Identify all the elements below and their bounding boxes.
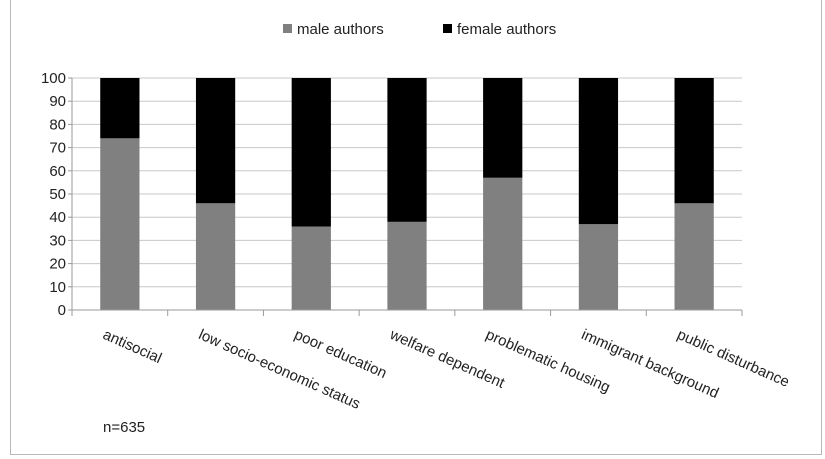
y-tick-label: 100 (41, 70, 66, 87)
bar-female-authors (100, 78, 140, 139)
x-category-labels: antisocial low socio-economic statuspoor … (100, 326, 792, 413)
y-tick-label: 10 (49, 279, 66, 296)
bar-female-authors (578, 78, 619, 225)
legend-swatch (283, 24, 292, 33)
y-tick-label: 70 (49, 140, 66, 157)
bar-male-authors (100, 138, 140, 310)
y-tick-label: 50 (49, 186, 66, 203)
axes (68, 77, 743, 316)
y-tick-label: 60 (49, 163, 66, 180)
y-tick-label: 30 (49, 232, 66, 249)
bar-female-authors (291, 78, 331, 227)
bar-male-authors (483, 177, 523, 310)
y-tick-labels: 0 10 20 30 40 50 60 70 80 90 100 (41, 70, 66, 319)
bars (100, 78, 714, 310)
sample-size-note: n=635 (103, 419, 145, 436)
legend-swatch (443, 24, 452, 33)
bar-female-authors (387, 78, 427, 222)
bar-female-authors (195, 78, 236, 204)
y-tick-label: 80 (49, 116, 66, 133)
bar-male-authors (291, 226, 331, 310)
bar-male-authors (578, 224, 619, 310)
legend: male authors female authors (283, 21, 556, 38)
y-tick-label: 40 (49, 209, 66, 226)
y-tick-label: 90 (49, 93, 66, 110)
bar-female-authors (483, 78, 523, 178)
bar-female-authors (674, 78, 714, 204)
y-tick-label: 20 (49, 256, 66, 273)
bar-male-authors (195, 203, 236, 310)
x-category-label: antisocial (100, 326, 164, 367)
y-tick-label: 0 (58, 302, 66, 319)
legend-label: female authors (457, 21, 556, 38)
x-category-label: low socio-economic status (196, 326, 363, 413)
legend-label: male authors (297, 21, 384, 38)
bar-male-authors (674, 203, 714, 310)
bar-male-authors (387, 221, 427, 310)
